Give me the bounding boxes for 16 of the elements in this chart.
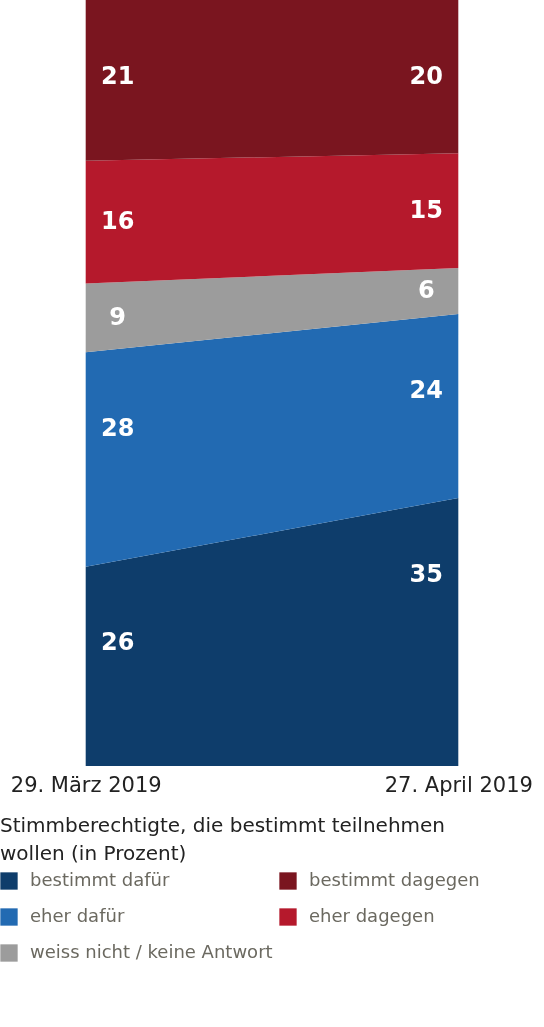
legend-label: eher dagegen [309, 905, 435, 926]
legend-label: weiss nicht / keine Antwort [30, 941, 273, 962]
data-label: 20 [409, 61, 443, 90]
data-label: 28 [101, 413, 135, 442]
x-tick-label: 27. April 2019 [384, 772, 533, 797]
legend-label: bestimmt dafür [30, 869, 170, 890]
data-label: 9 [109, 302, 127, 331]
data-label: 24 [409, 375, 443, 404]
data-label: 15 [409, 195, 443, 224]
data-label: 6 [417, 276, 435, 305]
legend-title: Stimmberechtigte, die bestimmt teilnehmen wollen (in Prozent) [0, 813, 446, 865]
data-label: 21 [101, 61, 135, 90]
legend-label: bestimmt dagegen [309, 869, 480, 890]
data-label: 16 [101, 207, 135, 236]
x-tick-label: 29. März 2019 [10, 772, 162, 797]
legend-label: eher dafür [30, 905, 125, 926]
